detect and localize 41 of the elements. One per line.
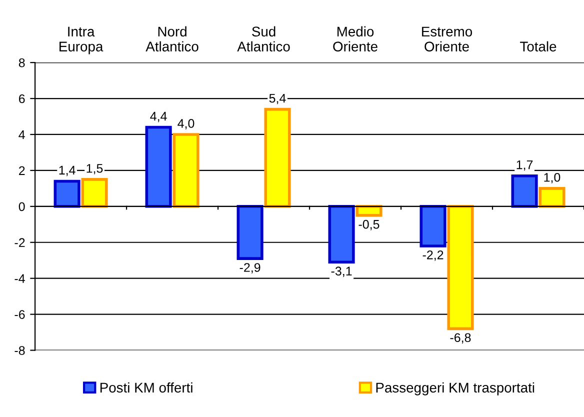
y-tick-label: 6 [19,94,25,104]
data-label: 5,4 [269,94,286,104]
data-label: -0,5 [358,220,380,230]
x-tick-label: Nord Atlantico [146,26,198,52]
bar [172,133,200,208]
bar [356,205,382,217]
legend-label: Passeggeri KM trasportati [376,382,534,396]
data-label: 1,0 [544,172,560,184]
data-label: -2,2 [422,250,444,261]
data-label: 1,4 [59,166,76,176]
bar [54,180,80,208]
x-tick-label: Estremo Oriente [422,26,472,52]
data-label: -3,1 [331,266,352,277]
bar [420,205,446,248]
y-tick-label: -2 [14,238,25,247]
data-label: -2,9 [240,263,260,274]
bar [145,126,172,208]
data-label: 4,4 [150,112,167,122]
data-label: 1,5 [86,164,103,174]
y-tick-label: 8 [18,58,25,68]
data-label: 4,0 [178,118,194,130]
legend-label: Posti KM offerti [100,382,192,393]
bar [538,187,566,208]
bar [328,205,355,264]
x-tick-label: Sud Atlantico [237,26,290,52]
bar [81,178,108,208]
y-tick-label: 4 [18,130,25,140]
x-tick-label: Medio Oriente [333,26,378,52]
y-tick-label: -6 [14,310,25,319]
x-tick-label: Totale [520,41,556,52]
y-tick-label: -8 [14,346,25,355]
bar [447,205,474,330]
y-tick-label: 2 [18,166,25,175]
x-tick-label: Intra Europa [60,26,104,54]
bar [264,108,291,208]
y-tick-label: -4 [14,274,25,283]
y-tick-label: 0 [18,202,25,212]
data-label: -6,8 [450,333,471,344]
data-label: 1,7 [516,160,533,171]
bar [511,174,538,208]
bar [236,205,264,260]
